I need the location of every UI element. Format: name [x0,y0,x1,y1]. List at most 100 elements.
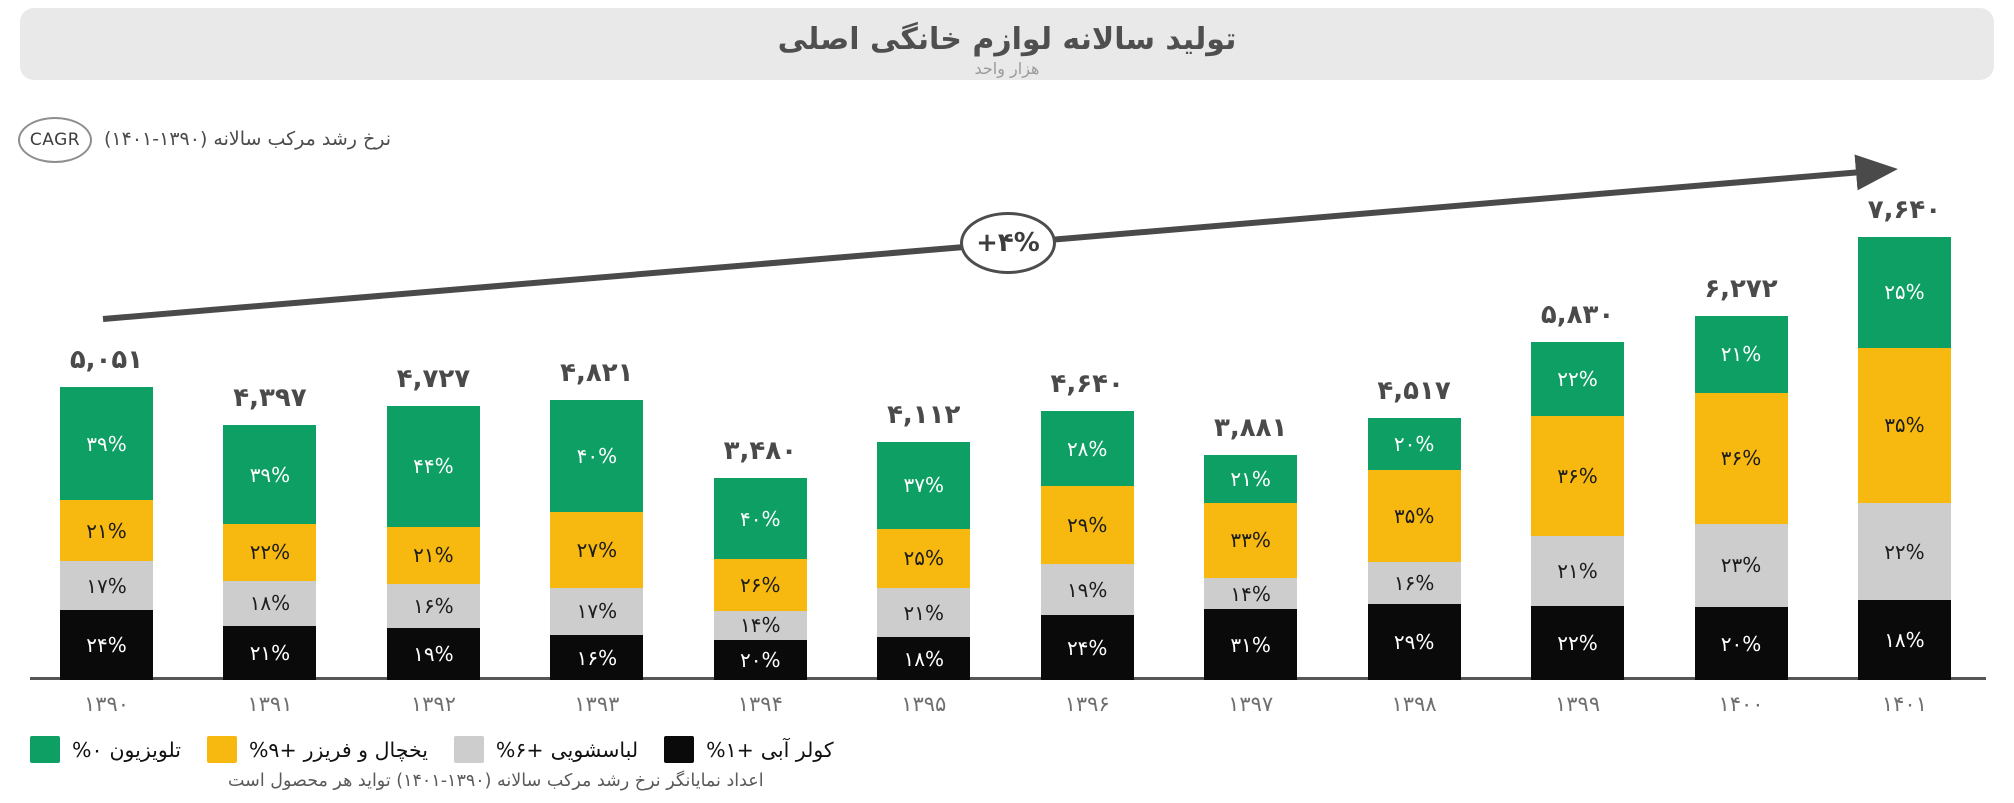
segment-percent-label: ۲۲% [1557,631,1598,656]
bar-segment-1399-s3: ۲۲% [1531,606,1625,680]
bar-segment-1399-s2: ۲۱% [1531,536,1625,607]
bar-segment-1396-s3: ۲۴% [1040,615,1134,680]
x-axis-line [30,677,1986,680]
segment-percent-label: ۲۸% [1066,436,1108,461]
bar-segment-1401-s0: ۲۵% [1857,237,1951,348]
segment-percent-label: ۱۸% [249,591,291,616]
bar-1392: ۴۴% ۲۱% ۱۶% ۱۹% [386,405,480,680]
bar-segment-1399-s1: ۳۶% [1531,415,1625,537]
bar-total-label-1396: ۴,۶۴۰ [1050,368,1124,399]
chart-title: تولید سالانه لوازم خانگی اصلی [777,22,1237,57]
segment-percent-label: ۲۵% [903,546,945,571]
segment-percent-label: ۲۱% [903,600,945,625]
segment-percent-label: ۲۲% [1884,539,1925,564]
bar-segment-1393-s2: ۱۷% [550,587,644,636]
legend-series-cagr: %۰ [72,737,103,762]
bar-1401: ۲۵% ۳۵% ۲۲% ۱۸% [1857,237,1951,680]
segment-percent-label: ۲۱% [1230,466,1271,491]
bar-1390: ۳۹% ۲۱% ۱۷% ۲۴% [60,387,153,680]
legend-label: یخچال و فریزر %۹+ [249,738,428,762]
segment-percent-label: ۲۱% [249,641,291,666]
segment-percent-label: ۳۹% [86,431,127,456]
x-axis-label-1390: ۱۳۹۰ [83,692,130,716]
segment-percent-label: ۳۵% [1393,504,1435,529]
bar-segment-1395-s0: ۳۷% [877,441,971,529]
bar-segment-1398-s1: ۳۵% [1367,470,1461,563]
bar-segment-1395-s2: ۲۱% [877,587,971,638]
bar-segment-1401-s1: ۳۵% [1857,347,1951,503]
bar-segment-1393-s0: ۴۰% [550,400,644,513]
segment-percent-label: ۲۹% [1066,513,1108,538]
legend-series-name: تلویزیون [109,737,181,762]
legend-item-0: تلویزیون %۰ [30,736,181,763]
segment-percent-label: ۱۹% [1066,577,1108,602]
segment-percent-label: ۱۷% [576,599,618,624]
bar-total-label-1394: ۳,۴۸۰ [723,436,797,467]
bar-1399: ۲۲% ۳۶% ۲۱% ۲۲% [1531,341,1625,680]
bar-segment-1397-s1: ۳۳% [1204,502,1298,578]
bar-segment-1390-s0: ۳۹% [60,387,153,501]
x-axis-label-1391: ۱۳۹۱ [247,692,293,716]
bar-total-label-1395: ۴,۱۱۲ [887,399,961,430]
bar-total-label-1401: ۷,۶۴۰ [1867,195,1942,225]
segment-percent-label: ۱۴% [740,613,781,638]
bar-segment-1390-s1: ۲۱% [60,500,153,562]
bar-segment-1391-s1: ۲۲% [223,524,317,581]
bar-1393: ۴۰% ۲۷% ۱۷% ۱۶% [550,400,644,680]
x-axis-label-1395: ۱۳۹۵ [901,692,947,716]
bar-segment-1400-s0: ۲۱% [1694,316,1788,393]
segment-percent-label: ۲۲% [249,540,291,565]
cagr-label: نرخ رشد مرکب سالانه (۱۳۹۰-۱۴۰۱) [104,128,391,150]
legend-label: کولر آبی %۱+ [706,738,834,762]
bar-segment-1393-s3: ۱۶% [550,635,644,680]
bar-segment-1392-s2: ۱۶% [386,584,480,628]
cagr-oval-badge: CAGR [18,117,92,163]
bar-segment-1397-s2: ۱۴% [1204,577,1298,610]
bar-segment-1400-s2: ۲۳% [1694,523,1788,608]
segment-percent-label: ۲۲% [1557,366,1598,391]
segment-percent-label: ۱۸% [1884,628,1925,653]
bar-segment-1396-s1: ۲۹% [1040,486,1134,565]
bar-segment-1398-s0: ۲۰% [1367,418,1461,471]
bar-segment-1398-s3: ۲۹% [1367,604,1461,680]
legend-item-3: کولر آبی %۱+ [664,736,834,763]
bar-total-label-1391: ۴,۳۹۷ [233,383,307,414]
segment-percent-label: ۲۶% [740,573,781,598]
segment-percent-label: ۲۰% [740,647,781,672]
legend-series-cagr: %۱+ [706,737,754,762]
bar-segment-1401-s2: ۲۲% [1857,502,1951,601]
x-axis-label-1401: ۱۴۰۱ [1881,692,1927,716]
segment-percent-label: ۲۱% [1557,559,1598,584]
trend-cagr-value: +۴% [976,228,1040,258]
bar-segment-1393-s1: ۲۷% [550,512,644,588]
legend-item-1: یخچال و فریزر %۹+ [206,736,428,763]
x-axis-label-1399: ۱۳۹۹ [1554,692,1601,716]
bar-segment-1392-s1: ۲۱% [386,526,480,585]
bar-1395: ۳۷% ۲۵% ۲۱% ۱۸% [877,441,971,680]
x-axis-label-1393: ۱۳۹۳ [574,692,620,716]
bar-segment-1391-s3: ۲۱% [223,626,317,680]
bar-segment-1391-s2: ۱۸% [223,580,317,627]
segment-percent-label: ۳۶% [1720,446,1762,471]
segment-percent-label: ۲۰% [1720,631,1762,656]
segment-percent-label: ۳۵% [1884,413,1925,438]
segment-percent-label: ۲۱% [1720,342,1762,367]
bar-segment-1400-s3: ۲۰% [1694,607,1788,680]
legend-label: لباسشویی %۶+ [496,738,638,762]
bar-1400: ۲۱% ۳۶% ۲۳% ۲۰% [1694,316,1788,680]
bar-segment-1394-s2: ۱۴% [713,611,807,640]
legend-series-name: کولر آبی [760,737,834,762]
legend-label: تلویزیون %۰ [72,738,181,762]
bar-segment-1399-s0: ۲۲% [1531,341,1625,416]
bar-segment-1396-s0: ۲۸% [1040,410,1134,487]
legend-swatch-icon [206,736,237,763]
x-axis-label-1397: ۱۳۹۷ [1228,692,1274,716]
legend-series-name: یخچال و فریزر [303,737,428,762]
bar-total-label-1390: ۵,۰۵۱ [69,345,144,376]
bar-segment-1396-s2: ۱۹% [1040,564,1134,616]
segment-percent-label: ۱۴% [1230,581,1271,606]
bar-total-label-1400: ۶,۲۷۲ [1704,274,1778,305]
bar-1398: ۲۰% ۳۵% ۱۶% ۲۹% [1367,418,1461,680]
segment-percent-label: ۳۹% [249,462,291,487]
